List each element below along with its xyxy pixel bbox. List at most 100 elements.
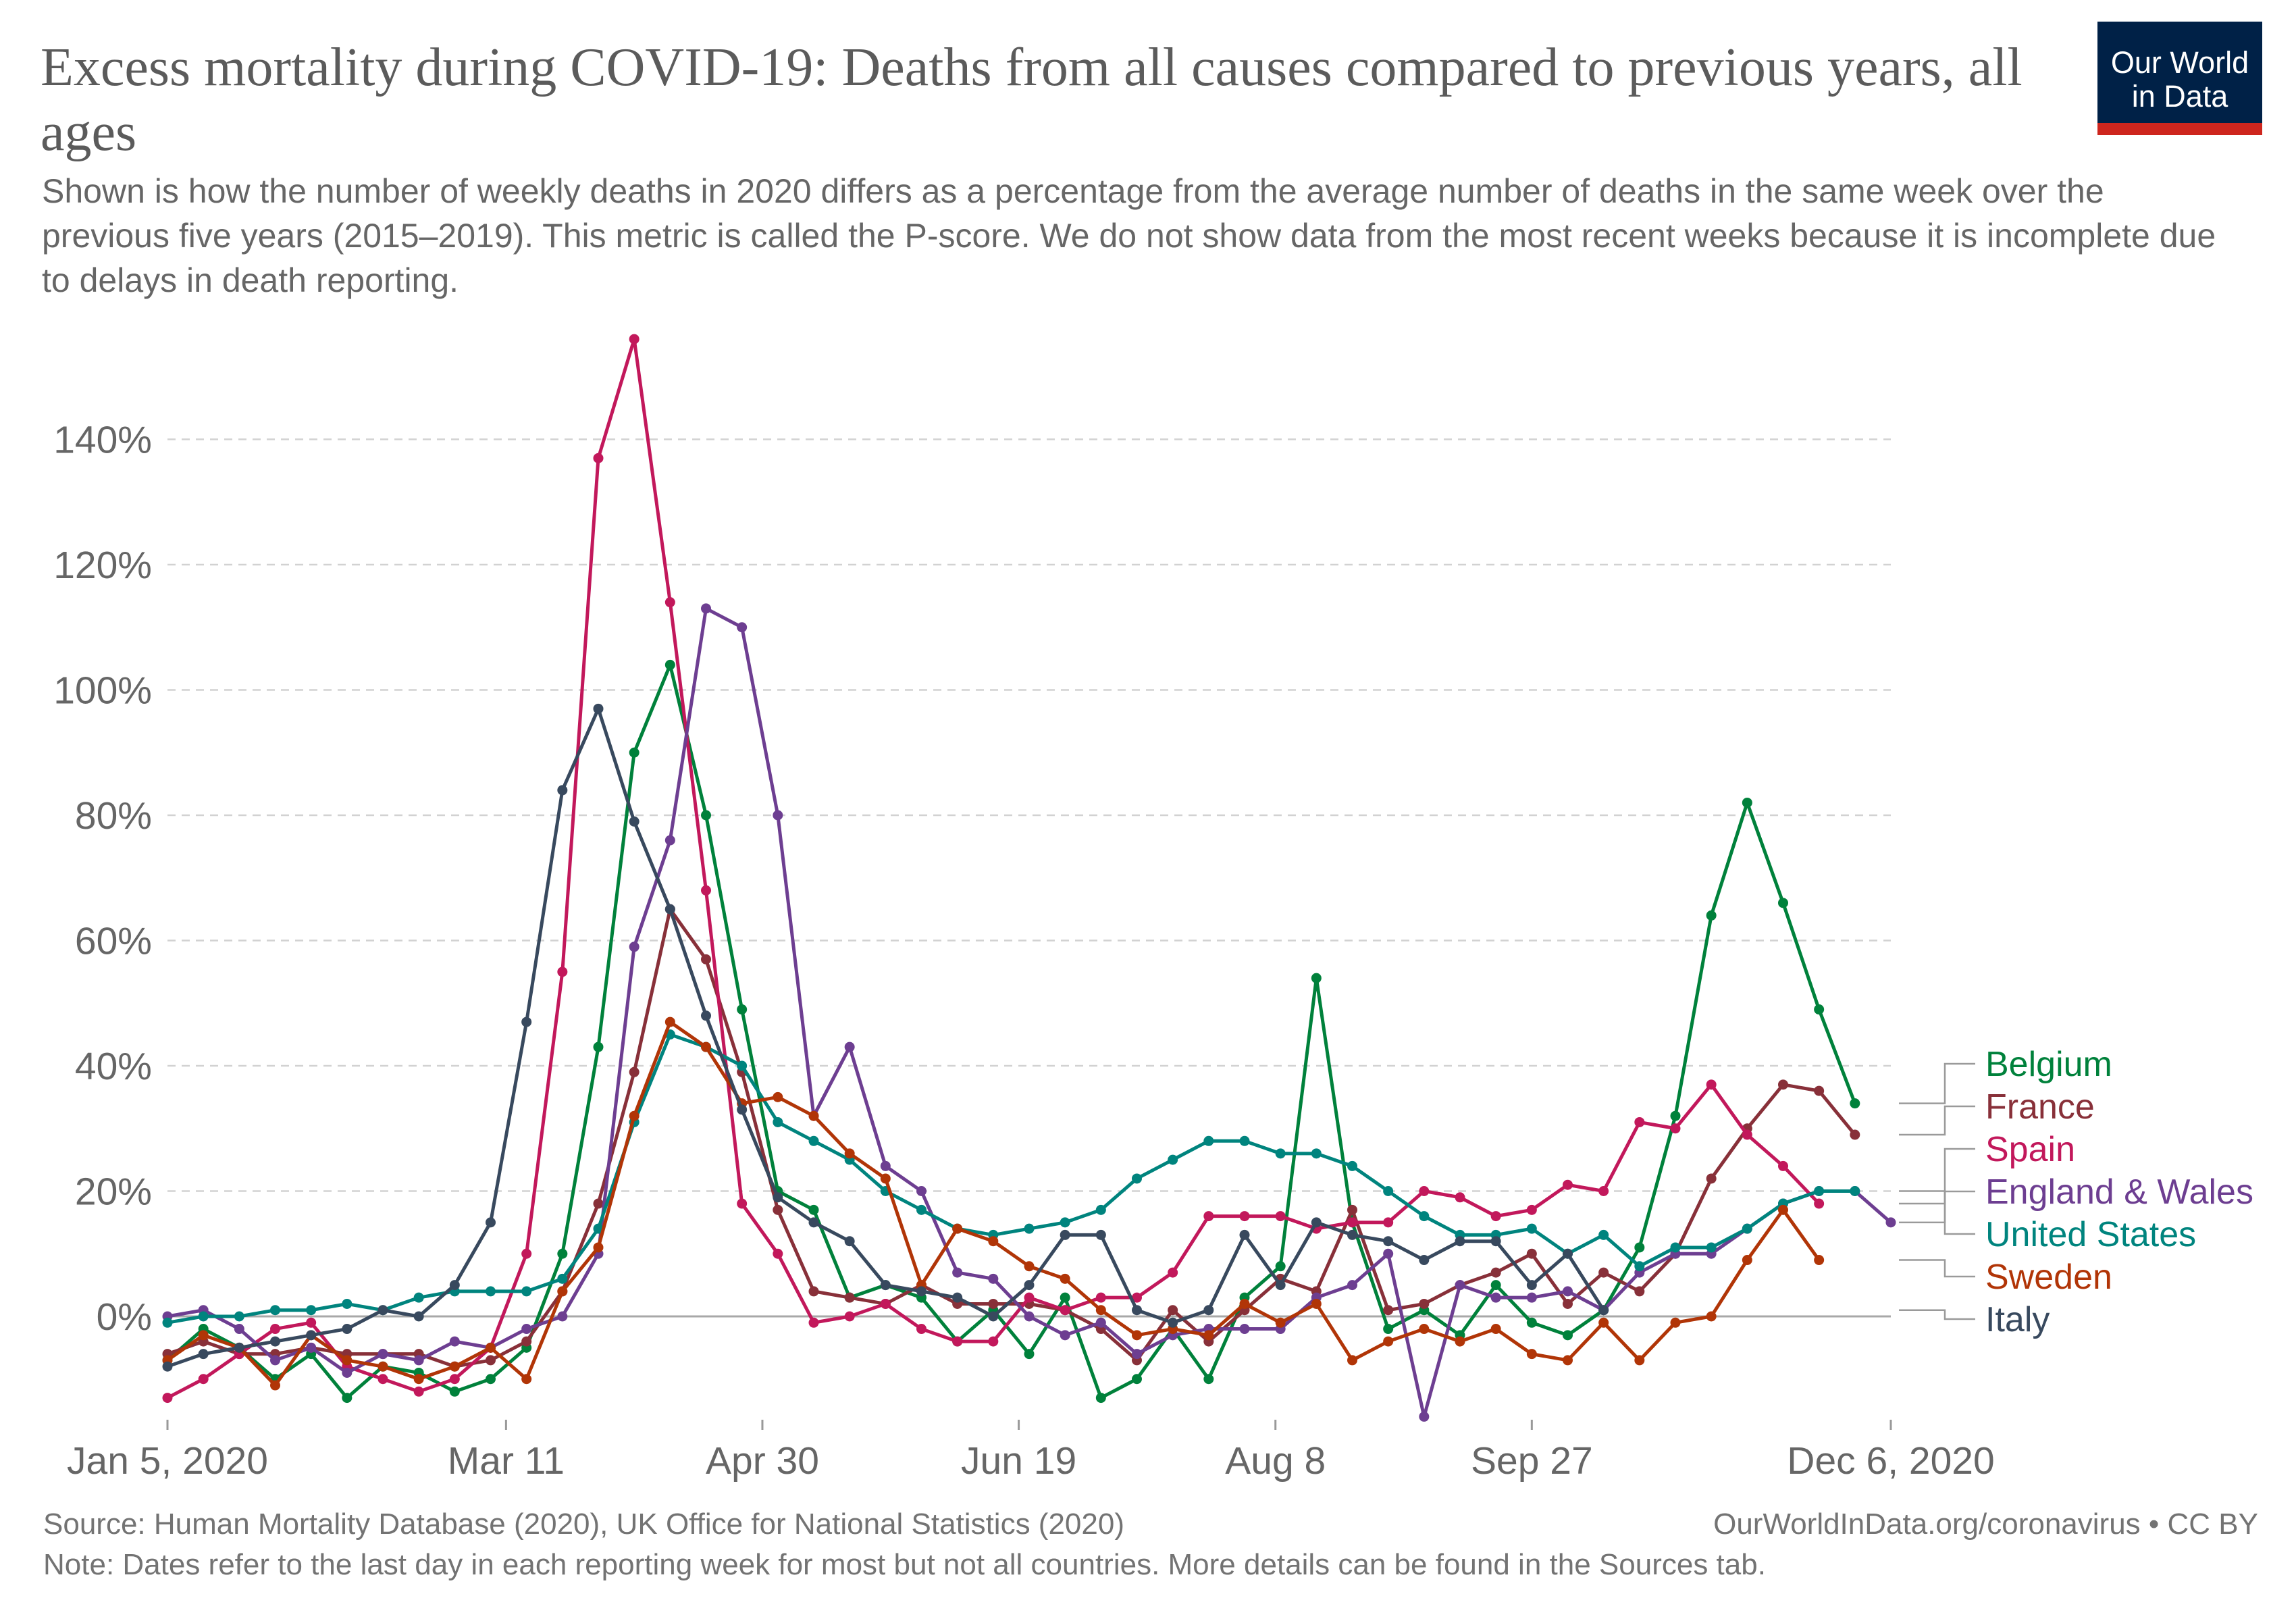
logo-line-2: in Data [2131, 79, 2228, 113]
data-point [1347, 1280, 1357, 1291]
y-axis: 0% 20% 40% 60% 80% 100% 120% 140% [53, 419, 152, 1339]
data-point [1563, 1179, 1573, 1190]
data-point [1526, 1248, 1537, 1259]
source-url[interactable]: OurWorldInData.org/coronavirus • CC BY [1713, 1508, 2258, 1541]
data-point [988, 1311, 999, 1322]
data-point [1598, 1267, 1609, 1278]
legend-label-spain: Spain [1985, 1130, 2075, 1169]
data-point [1383, 1248, 1394, 1259]
data-point [1778, 898, 1788, 908]
x-tick-label: Jan 5, 2020 [67, 1439, 268, 1483]
data-point [844, 1311, 855, 1322]
data-point [1742, 797, 1752, 808]
legend-label-france: France [1985, 1087, 2095, 1127]
x-tick-label: Mar 11 [448, 1439, 565, 1483]
data-point [1419, 1298, 1430, 1309]
data-point [773, 1204, 783, 1215]
data-point [1598, 1186, 1609, 1196]
data-point [1311, 973, 1322, 983]
data-point [1132, 1292, 1142, 1303]
x-tick-label: Sep 27 [1471, 1439, 1593, 1483]
data-point [880, 1280, 891, 1291]
data-point [486, 1342, 496, 1353]
data-point [1563, 1330, 1573, 1341]
data-point [1275, 1261, 1286, 1272]
data-point [1275, 1317, 1286, 1328]
series-line [167, 1033, 1855, 1324]
line-chart: 0% 20% 40% 60% 80% 100% 120% 140% Jan 5, 2020 Ma… [53, 334, 2253, 1483]
data-point [1419, 1255, 1430, 1266]
data-point [880, 1160, 891, 1171]
data-point [1168, 1267, 1178, 1278]
data-point [1706, 1173, 1717, 1184]
y-tick-label: 120% [53, 544, 152, 587]
data-point [808, 1110, 819, 1121]
data-point [1275, 1148, 1286, 1159]
data-point [1490, 1211, 1501, 1222]
data-point [1168, 1305, 1178, 1316]
data-point [1060, 1229, 1070, 1240]
data-point [1455, 1192, 1465, 1203]
data-point [737, 1004, 748, 1015]
y-tick-label: 40% [75, 1045, 152, 1088]
data-point [521, 1017, 532, 1027]
owid-logo[interactable]: Our World in Data [2097, 22, 2262, 135]
data-point [844, 1292, 855, 1303]
data-point [342, 1393, 353, 1404]
data-point [844, 1148, 855, 1159]
data-point [1095, 1292, 1106, 1303]
data-point [1742, 1129, 1752, 1140]
data-point [306, 1330, 317, 1341]
data-point [270, 1355, 280, 1366]
data-point [1455, 1236, 1465, 1247]
data-point [449, 1374, 460, 1385]
data-point [1814, 1186, 1825, 1196]
data-point [1383, 1217, 1394, 1228]
data-point [521, 1248, 532, 1259]
data-point [1311, 1298, 1322, 1309]
data-point [1095, 1317, 1106, 1328]
data-point [1311, 1148, 1322, 1159]
data-point [1275, 1280, 1286, 1291]
dates-note: Note: Dates refer to the last day in eac… [43, 1548, 1766, 1581]
data-point [1419, 1211, 1430, 1222]
data-point [306, 1305, 317, 1316]
series-lines [162, 334, 1896, 1422]
owid-logo-text: Our World in Data [2097, 46, 2262, 113]
data-point [916, 1286, 927, 1297]
data-point [737, 1060, 748, 1071]
x-tick-label: Apr 30 [706, 1439, 819, 1483]
data-point [1347, 1355, 1357, 1366]
data-point [377, 1305, 388, 1316]
data-point [1060, 1305, 1070, 1316]
data-point [1670, 1242, 1681, 1253]
data-point [1239, 1229, 1250, 1240]
data-point [1634, 1355, 1645, 1366]
y-tick-label: 60% [75, 920, 152, 963]
data-point [1814, 1255, 1825, 1266]
data-point [1060, 1330, 1070, 1341]
legend-connector [1899, 1309, 1975, 1320]
data-point [1598, 1317, 1609, 1328]
data-point [1132, 1374, 1142, 1385]
data-point [270, 1305, 280, 1316]
data-point [1634, 1242, 1645, 1253]
logo-line-1: Our World [2110, 45, 2249, 80]
data-point [1563, 1286, 1573, 1297]
data-point [521, 1286, 532, 1297]
data-point [593, 453, 604, 463]
data-point [1490, 1292, 1501, 1303]
data-point [521, 1374, 532, 1385]
y-tick-label: 100% [53, 669, 152, 713]
data-point [1419, 1411, 1430, 1422]
data-point [664, 835, 675, 846]
data-point [1311, 1217, 1322, 1228]
data-point [521, 1336, 532, 1347]
data-point [1275, 1211, 1286, 1222]
data-point [664, 1017, 675, 1027]
data-point [413, 1311, 424, 1322]
data-point [1024, 1223, 1035, 1234]
data-point [1239, 1135, 1250, 1146]
data-point [1132, 1349, 1142, 1360]
